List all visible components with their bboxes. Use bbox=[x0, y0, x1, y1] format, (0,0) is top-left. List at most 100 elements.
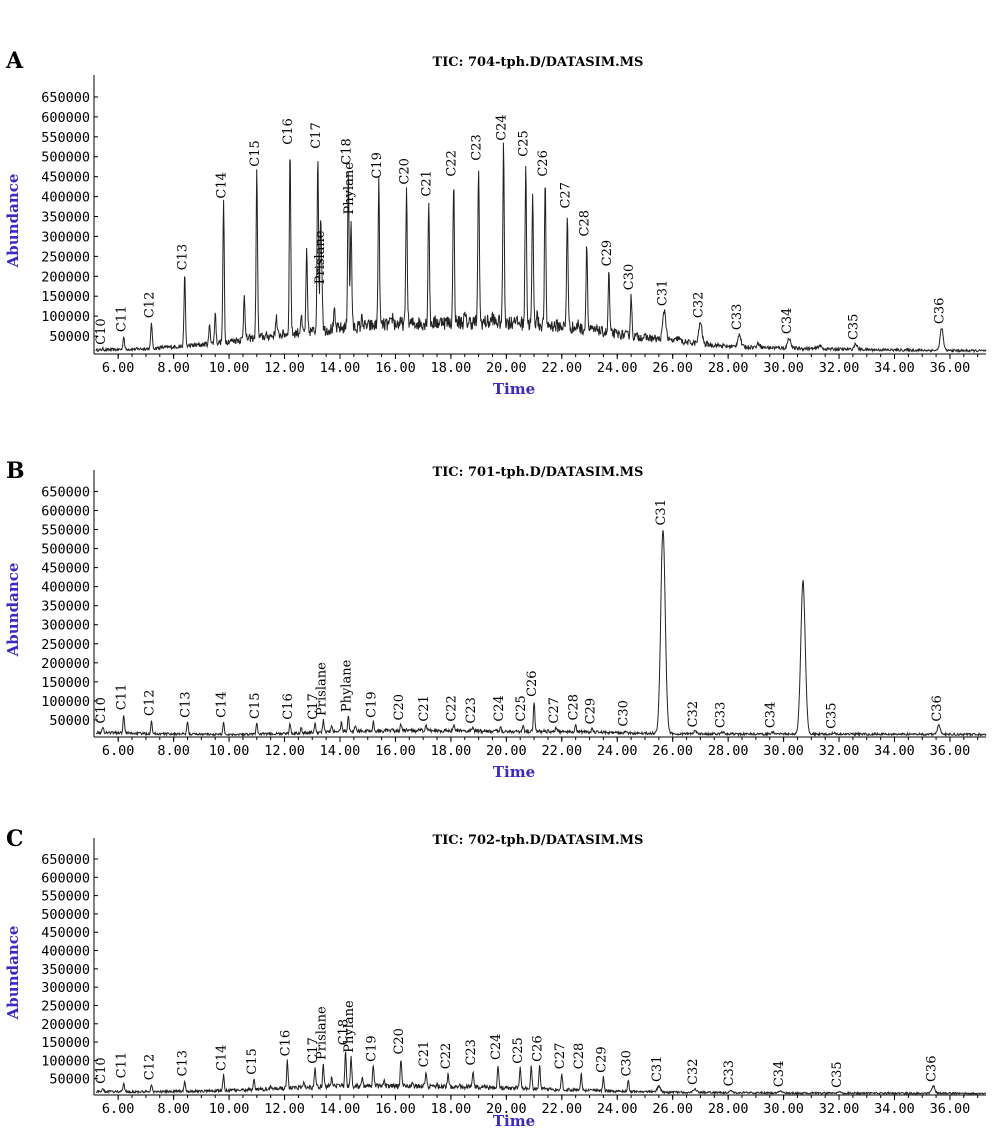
y-tick-label: 150000 bbox=[41, 1035, 90, 1051]
peak-label-c34: C34 bbox=[764, 702, 779, 729]
peak-label-c27: C27 bbox=[553, 1043, 568, 1070]
y-tick-label: 300000 bbox=[41, 229, 90, 245]
peak-label-c36: C36 bbox=[924, 1056, 939, 1083]
peak-label-c13: C13 bbox=[178, 691, 193, 718]
peak-label-c34: C34 bbox=[780, 308, 795, 335]
peak-label-prislane: Prislane bbox=[313, 230, 328, 284]
x-tick-label: 14.00 bbox=[320, 743, 361, 759]
peak-label-c13: C13 bbox=[176, 1050, 191, 1077]
peak-label-c15: C15 bbox=[248, 140, 263, 167]
y-tick-label: 400000 bbox=[41, 944, 90, 960]
peak-label-c17: C17 bbox=[306, 693, 321, 720]
x-tick-label: 36.00 bbox=[930, 360, 971, 376]
panel-letter: C bbox=[6, 826, 24, 852]
x-axis-label: Time bbox=[493, 380, 535, 398]
x-tick-label: 12.00 bbox=[264, 743, 305, 759]
y-tick-label: 350000 bbox=[41, 962, 90, 978]
x-tick-label: 10.00 bbox=[209, 743, 250, 759]
x-tick-label: 32.00 bbox=[819, 360, 860, 376]
peak-label-c17: C17 bbox=[309, 122, 324, 149]
peak-label-c24: C24 bbox=[492, 695, 507, 721]
y-tick-label: 550000 bbox=[41, 889, 90, 905]
peak-label-c16: C16 bbox=[281, 693, 296, 720]
x-tick-label: 14.00 bbox=[320, 1101, 361, 1117]
x-tick-label: 12.00 bbox=[264, 360, 305, 376]
peak-label-c21: C21 bbox=[420, 170, 435, 197]
peak-label-c12: C12 bbox=[142, 689, 157, 716]
x-tick-label: 30.00 bbox=[763, 1101, 804, 1117]
peak-label-c23: C23 bbox=[464, 1039, 479, 1066]
y-tick-label: 250000 bbox=[41, 998, 90, 1014]
peak-label-c34: C34 bbox=[772, 1061, 787, 1088]
peak-label-c30: C30 bbox=[622, 264, 637, 291]
y-tick-label: 500000 bbox=[41, 150, 90, 166]
x-tick-label: 6.00 bbox=[102, 1101, 135, 1117]
y-tick-label: 250000 bbox=[41, 249, 90, 265]
x-tick-label: 10.00 bbox=[209, 360, 250, 376]
x-tick-label: 24.00 bbox=[597, 743, 638, 759]
y-tick-label: 200000 bbox=[41, 269, 90, 285]
peak-label-c10: C10 bbox=[94, 1057, 109, 1084]
x-tick-label: 26.00 bbox=[652, 360, 693, 376]
peak-label-c30: C30 bbox=[617, 700, 632, 727]
x-tick-label: 12.00 bbox=[264, 1101, 305, 1117]
peak-label-phylane: Phylane bbox=[342, 1000, 357, 1053]
peak-label-c32: C32 bbox=[691, 292, 706, 319]
x-tick-label: 34.00 bbox=[874, 360, 915, 376]
peak-label-c28: C28 bbox=[572, 1043, 587, 1070]
peak-label-c14: C14 bbox=[215, 1045, 230, 1072]
peak-label-c31: C31 bbox=[650, 1056, 665, 1083]
x-tick-label: 24.00 bbox=[597, 360, 638, 376]
y-tick-label: 600000 bbox=[41, 503, 90, 519]
x-tick-label: 34.00 bbox=[874, 1101, 915, 1117]
peak-label-c15: C15 bbox=[248, 693, 263, 720]
peak-label-c14: C14 bbox=[215, 172, 230, 199]
x-tick-label: 24.00 bbox=[597, 1101, 638, 1117]
peak-label-c29: C29 bbox=[594, 1046, 609, 1073]
peak-label-c35: C35 bbox=[847, 314, 862, 341]
x-tick-label: 34.00 bbox=[874, 743, 915, 759]
peak-label-c19: C19 bbox=[370, 152, 385, 179]
x-tick-label: 20.00 bbox=[486, 360, 527, 376]
peak-label-c11: C11 bbox=[115, 306, 130, 333]
chart-title: TIC: 704-tph.D/DATASIM.MS bbox=[433, 55, 644, 70]
peak-label-c22: C22 bbox=[445, 150, 460, 177]
peak-label-c24: C24 bbox=[495, 114, 510, 140]
peak-label-c11: C11 bbox=[115, 1052, 130, 1079]
peak-label-c12: C12 bbox=[142, 1054, 157, 1081]
peak-label-c10: C10 bbox=[94, 318, 109, 345]
peak-label-c10: C10 bbox=[94, 697, 109, 724]
peak-label-c27: C27 bbox=[558, 182, 573, 209]
y-tick-label: 200000 bbox=[41, 1017, 90, 1033]
peak-label-phylane: Phylane bbox=[342, 162, 357, 215]
peak-label-c29: C29 bbox=[583, 698, 598, 725]
peak-label-phylane: Phylane bbox=[339, 659, 354, 712]
y-tick-label: 100000 bbox=[41, 1053, 90, 1069]
x-tick-label: 14.00 bbox=[320, 360, 361, 376]
y-tick-label: 650000 bbox=[41, 90, 90, 106]
chart-title: TIC: 702-tph.D/DATASIM.MS bbox=[433, 833, 644, 848]
peak-label-c21: C21 bbox=[417, 695, 432, 722]
peak-label-c21: C21 bbox=[417, 1041, 432, 1068]
peak-label-c35: C35 bbox=[830, 1061, 845, 1088]
y-tick-label: 450000 bbox=[41, 561, 90, 577]
x-tick-label: 8.00 bbox=[157, 743, 190, 759]
x-tick-label: 16.00 bbox=[375, 1101, 416, 1117]
peak-label-c24: C24 bbox=[489, 1034, 504, 1061]
x-tick-label: 28.00 bbox=[708, 1101, 749, 1117]
y-tick-label: 350000 bbox=[41, 210, 90, 226]
x-tick-label: 32.00 bbox=[819, 1101, 860, 1117]
y-tick-label: 600000 bbox=[41, 110, 90, 126]
x-axis-label: Time bbox=[493, 1112, 535, 1130]
peak-label-c18: C18 bbox=[339, 138, 354, 165]
tic-trace bbox=[95, 530, 987, 738]
x-tick-label: 22.00 bbox=[541, 743, 582, 759]
y-tick-label: 200000 bbox=[41, 656, 90, 672]
peak-label-c18: C18 bbox=[337, 1019, 352, 1046]
y-tick-label: 400000 bbox=[41, 580, 90, 596]
x-tick-label: 6.00 bbox=[102, 360, 135, 376]
y-tick-label: 150000 bbox=[41, 289, 90, 305]
tic-trace bbox=[95, 142, 987, 354]
y-axis-label: Abundance bbox=[4, 563, 22, 658]
